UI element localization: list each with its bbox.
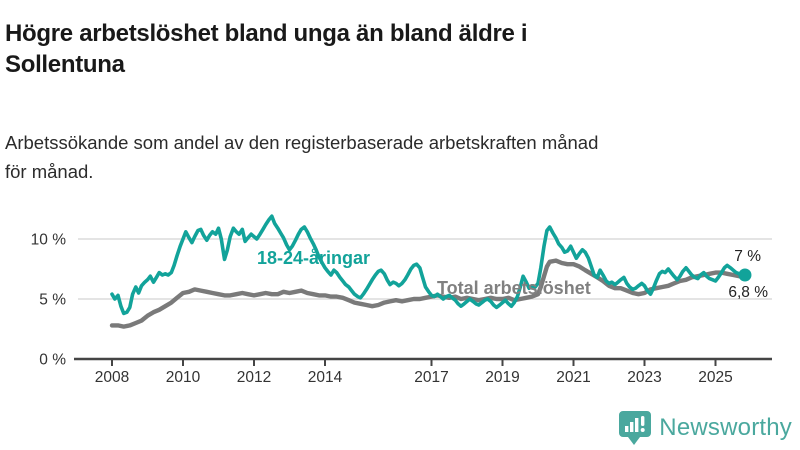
page-title: Högre arbetslöshet bland unga än bland ä… [5, 18, 795, 80]
series-end-dot [738, 268, 752, 282]
x-tick-label: 2025 [698, 369, 732, 386]
chart-subtitle-line1: Arbetssökande som andel av den registerb… [5, 131, 599, 153]
x-tick-label: 2014 [308, 369, 343, 386]
newsworthy-wordmark: Newsworthy [659, 414, 792, 441]
series-label: Total arbetslöshet [437, 278, 591, 298]
x-tick-label: 2012 [237, 369, 271, 386]
y-tick-label: 5 % [39, 292, 66, 309]
value-label: 7 % [734, 248, 761, 265]
bar-chart-pin-icon [619, 411, 652, 445]
page-title-line2: Sollentuna [5, 51, 125, 79]
chart-subtitle-line2: för månad. [5, 160, 94, 182]
series-line-18-24 [110, 214, 747, 316]
y-tick-label: 10 % [31, 232, 67, 249]
x-tick-label: 2010 [166, 369, 201, 386]
page-title-line1: Högre arbetslöshet bland unga än bland ä… [5, 20, 528, 48]
x-tick-label: 2023 [627, 369, 661, 386]
value-label: 6,8 % [728, 284, 768, 301]
x-tick-label: 2017 [414, 369, 448, 386]
x-tick-label: 2021 [556, 369, 590, 386]
y-tick-label: 0 % [39, 352, 66, 369]
x-tick-label: 2019 [485, 369, 519, 386]
x-tick-label: 2008 [95, 369, 129, 386]
newsworthy-logo: Newsworthy [618, 410, 792, 446]
chart-subtitle: Arbetssökande som andel av den registerb… [5, 128, 795, 186]
series-label: 18-24-åringar [257, 248, 370, 268]
